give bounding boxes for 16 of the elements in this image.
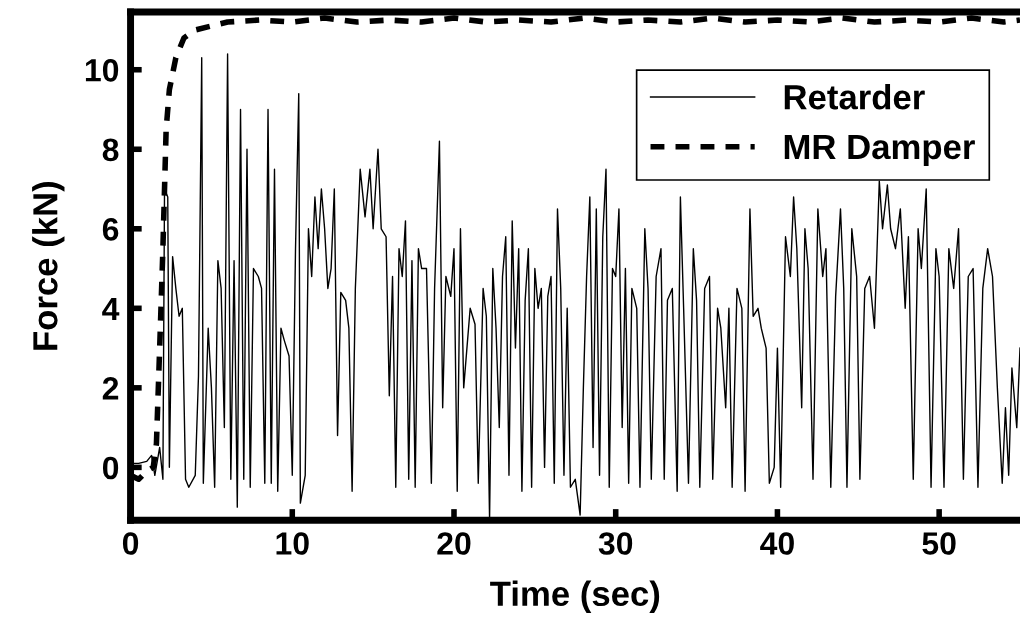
x-tick-label: 40 bbox=[760, 532, 794, 555]
x-tick-label: 30 bbox=[598, 532, 633, 555]
y-axis-title: Force (kN) bbox=[32, 182, 65, 350]
x-tick-label: 20 bbox=[437, 532, 471, 555]
y-tick-label: 4 bbox=[102, 297, 120, 320]
legend-label: Retarder bbox=[784, 83, 925, 110]
x-tick-label: 50 bbox=[922, 532, 956, 555]
y-tick-label: 10 bbox=[85, 59, 119, 82]
y-tick-label: 8 bbox=[102, 138, 119, 162]
x-axis-title: Time (sec) bbox=[490, 580, 660, 613]
y-tick-label: 0 bbox=[102, 456, 119, 480]
y-tick-label: 2 bbox=[102, 377, 119, 400]
y-tick-label: 6 bbox=[102, 218, 119, 241]
legend-label: MR Damper bbox=[784, 134, 975, 167]
x-tick-label: 0 bbox=[122, 532, 139, 555]
x-tick-label: 10 bbox=[276, 532, 309, 555]
